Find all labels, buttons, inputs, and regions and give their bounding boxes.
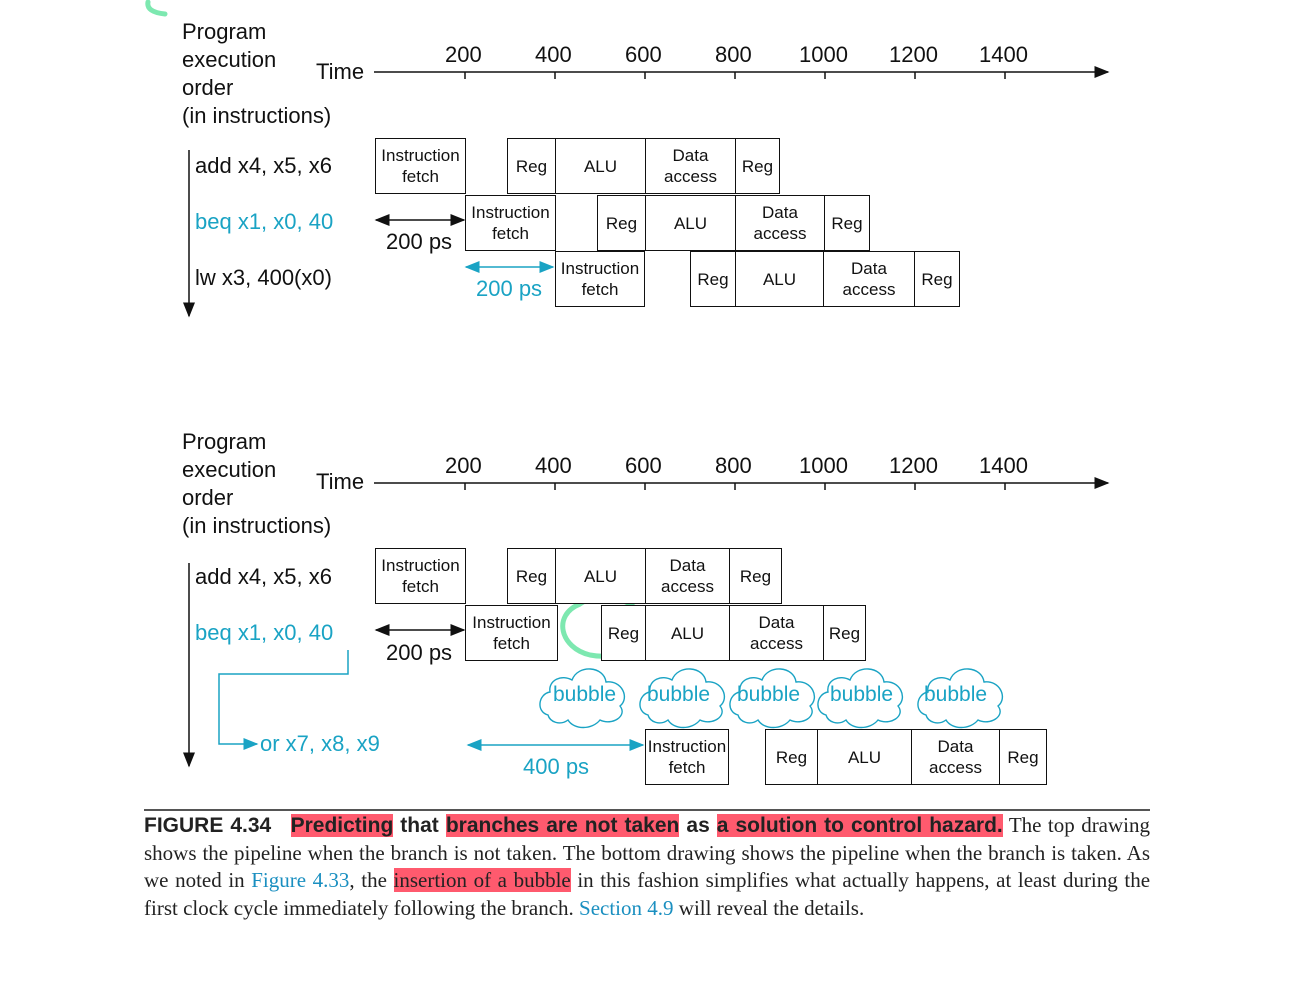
bottom-tick-label: 1200 [889, 453, 938, 478]
top-axis-ticks [464, 72, 1006, 79]
caption-text: in this fashion simplifies what actually… [144, 868, 1151, 920]
figure-caption: FIGURE 4.34 Predicting that branches are… [144, 812, 1150, 922]
stage-reg-read: Reg [601, 605, 646, 661]
stage-alu: ALU [555, 138, 646, 194]
stage-instruction-fetch: Instruction fetch [645, 729, 729, 785]
stage-instruction-fetch: Instruction fetch [375, 138, 466, 194]
stage-reg-write: Reg [823, 605, 866, 661]
bubble-label: bubble [737, 683, 801, 706]
top-program-order-label: Program execution order (in instructions… [182, 19, 332, 128]
bottom-tick-label: 400 [535, 453, 572, 478]
top-tick-label: 200 [445, 42, 482, 67]
stage-instruction-fetch: Instruction fetch [555, 251, 645, 307]
bottom-tick-label: 1400 [979, 453, 1028, 478]
stage-alu: ALU [555, 548, 646, 604]
stage-reg-read: Reg [507, 548, 556, 604]
bottom-tick-label: 200 [445, 453, 482, 478]
caption-text: as [679, 814, 717, 837]
stage-reg-read: Reg [507, 138, 556, 194]
bubble-clouds [539, 668, 1003, 729]
bottom-instruction-beq: beq x1, x0, 40 [195, 620, 334, 645]
stage-reg-read: Reg [690, 251, 736, 307]
caption-text: , the [349, 868, 394, 892]
top-time-label: Time [316, 59, 365, 84]
stage-data-access: Data access [823, 251, 915, 307]
bubble-label: bubble [647, 683, 711, 706]
top-instruction-beq: beq x1, x0, 40 [195, 209, 334, 234]
bottom-gap2-label: 400 ps [523, 754, 590, 779]
bottom-tick-label: 1000 [799, 453, 848, 478]
top-gap2-label: 200 ps [476, 276, 543, 301]
stage-instruction-fetch: Instruction fetch [375, 548, 466, 604]
stage-instruction-fetch: Instruction fetch [465, 195, 556, 251]
stage-data-access: Data access [645, 548, 730, 604]
top-tick-label: 1000 [799, 42, 848, 67]
section-link[interactable]: Section 4.9 [579, 895, 674, 920]
caption-rule [144, 809, 1150, 811]
bottom-instruction-add: add x4, x5, x6 [195, 564, 332, 589]
stage-alu: ALU [645, 605, 730, 661]
bottom-tick-label: 800 [715, 453, 752, 478]
top-instruction-lw: lw x3, 400(x0) [195, 265, 332, 290]
bubble-label: bubble [924, 683, 988, 706]
stage-instruction-fetch: Instruction fetch [465, 605, 558, 661]
figure-link[interactable]: Figure 4.33 [251, 868, 350, 892]
stage-data-access: Data access [911, 729, 1000, 785]
caption-highlight: a solution to control hazard. [716, 814, 1003, 837]
stage-data-access: Data access [735, 195, 825, 251]
top-tick-label: 1200 [889, 42, 938, 67]
stage-alu: ALU [645, 195, 736, 251]
bubble-label: bubble [830, 683, 894, 706]
bottom-program-order-label: Program execution order (in instructions… [182, 429, 332, 538]
caption-text: that [393, 814, 446, 837]
figure-number: FIGURE 4.34 [144, 814, 272, 837]
caption-highlight: Predicting [290, 814, 394, 837]
stage-reg-read: Reg [765, 729, 818, 785]
bottom-axis-ticks [464, 483, 1006, 490]
bubble-label: bubble [553, 683, 617, 706]
caption-text: The top drawing shows the pipeline when … [144, 813, 1151, 892]
stage-reg-write: Reg [735, 138, 780, 194]
stage-reg-read: Reg [597, 195, 646, 251]
bottom-instruction-or: or x7, x8, x9 [260, 731, 380, 756]
stage-data-access: Data access [729, 605, 824, 661]
stage-alu: ALU [735, 251, 824, 307]
stage-data-access: Data access [645, 138, 736, 194]
top-instruction-add: add x4, x5, x6 [195, 153, 332, 178]
caption-text: will reveal the details. [673, 895, 865, 920]
top-tick-label: 400 [535, 42, 572, 67]
stage-alu: ALU [817, 729, 912, 785]
branch-target-arrow [218, 650, 349, 750]
stage-reg-write: Reg [824, 195, 870, 251]
bottom-tick-label: 600 [625, 453, 662, 478]
bottom-gap1-label: 200 ps [386, 640, 453, 665]
caption-highlight: insertion of a bubble [393, 868, 571, 892]
stage-reg-write: Reg [999, 729, 1047, 785]
caption-highlight: branches are not taken [445, 814, 680, 837]
stage-reg-write: Reg [729, 548, 782, 604]
marker-scribble [145, 0, 168, 17]
top-tick-label: 600 [625, 42, 662, 67]
top-gap1-label: 200 ps [386, 229, 453, 254]
stage-reg-write: Reg [914, 251, 960, 307]
bottom-time-label: Time [316, 469, 365, 494]
top-tick-label: 800 [715, 42, 752, 67]
top-tick-label: 1400 [979, 42, 1028, 67]
